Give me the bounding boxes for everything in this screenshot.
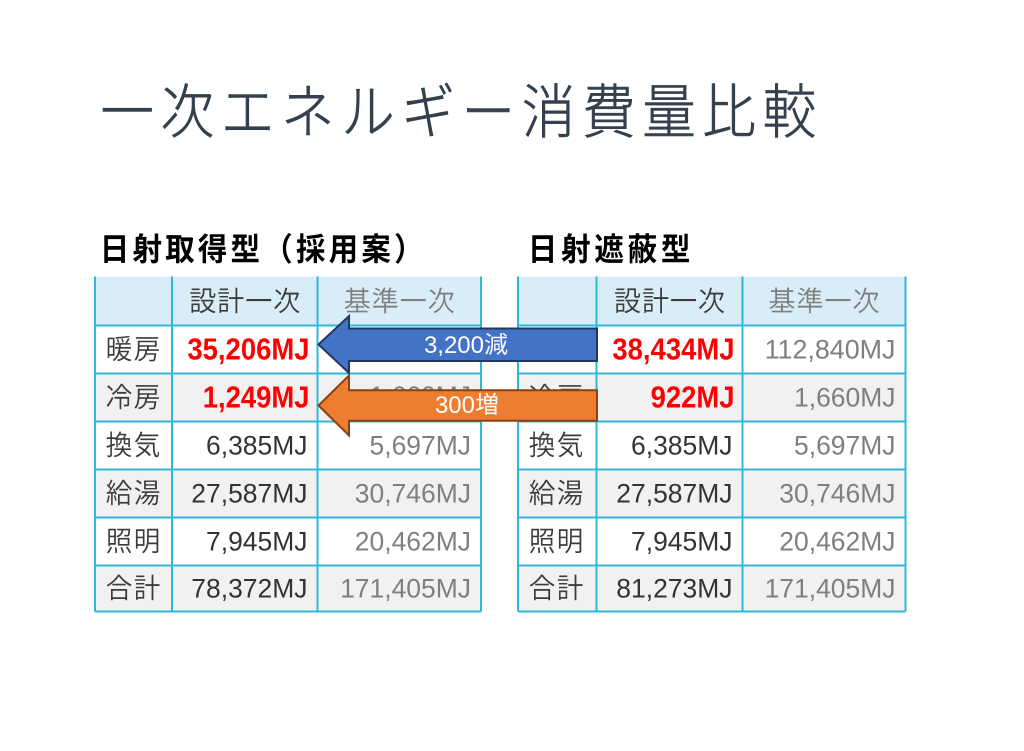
svg-text:30,746MJ: 30,746MJ [355,479,471,509]
svg-text:27,587MJ: 27,587MJ [616,479,732,509]
svg-text:171,405MJ: 171,405MJ [765,574,896,604]
svg-text:20,462MJ: 20,462MJ [355,527,471,557]
svg-text:81,273MJ: 81,273MJ [616,574,732,604]
svg-text:35,206MJ: 35,206MJ [187,333,309,367]
svg-text:27,587MJ: 27,587MJ [191,479,307,509]
svg-text:3,200: 3,200 [424,332,484,359]
svg-text:300: 300 [435,392,475,419]
svg-text:7,945MJ: 7,945MJ [206,527,308,557]
svg-text:20,462MJ: 20,462MJ [779,527,895,557]
svg-text:38,434MJ: 38,434MJ [612,333,734,367]
svg-text:5,697MJ: 5,697MJ [794,431,896,461]
svg-text:30,746MJ: 30,746MJ [779,479,895,509]
svg-text:78,372MJ: 78,372MJ [191,574,307,604]
svg-text:6,385MJ: 6,385MJ [631,431,733,461]
svg-text:5,697MJ: 5,697MJ [370,431,472,461]
svg-text:922MJ: 922MJ [651,381,735,415]
svg-text:7,945MJ: 7,945MJ [631,527,733,557]
svg-text:171,405MJ: 171,405MJ [340,574,471,604]
svg-text:112,840MJ: 112,840MJ [765,335,896,365]
svg-text:6,385MJ: 6,385MJ [206,431,308,461]
svg-text:1,249MJ: 1,249MJ [203,381,310,415]
svg-text:1,660MJ: 1,660MJ [794,383,896,413]
